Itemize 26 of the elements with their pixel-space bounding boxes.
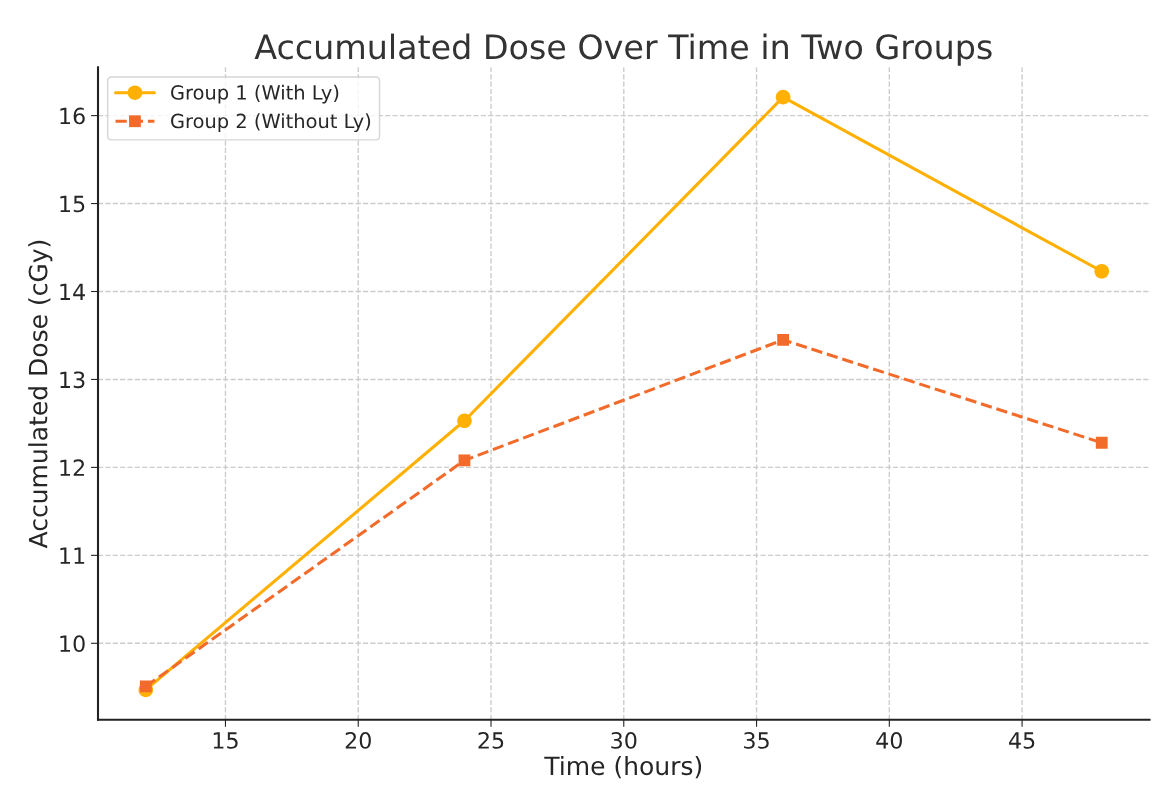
x-tick-label: 40 — [876, 732, 902, 749]
y-tick-label: 16 — [60, 107, 85, 125]
y-tick-label: 15 — [60, 195, 85, 213]
y-tick-label: 11 — [60, 547, 85, 564]
legend-label: Group 2 (Without Ly) — [171, 113, 371, 133]
point — [139, 680, 152, 693]
x-axis-title: Time (hours) — [544, 755, 702, 779]
y-tick-label: 10 — [60, 635, 85, 653]
x-tick-label: 35 — [744, 732, 769, 749]
x-tick-label: 20 — [345, 732, 371, 749]
chart-title: Accumulated Dose Over Time in Two Groups — [254, 33, 992, 66]
y-tick-label: 14 — [60, 283, 85, 300]
x-tick-label: 30 — [611, 732, 637, 749]
point — [775, 89, 791, 105]
point — [777, 333, 789, 346]
x-tick-label: 25 — [478, 732, 504, 749]
legend-label: Group 1 (With Ly) — [171, 84, 339, 104]
point — [458, 454, 471, 467]
x-tick-label: 45 — [1009, 732, 1035, 749]
x-tick-label: 15 — [213, 732, 238, 749]
point — [1094, 263, 1110, 279]
point — [457, 413, 472, 429]
y-tick-label: 12 — [60, 459, 84, 476]
y-axis-title: Accumulated Dose (cGy) — [28, 240, 53, 549]
y-tick-label: 13 — [60, 371, 85, 389]
point — [1095, 436, 1108, 449]
